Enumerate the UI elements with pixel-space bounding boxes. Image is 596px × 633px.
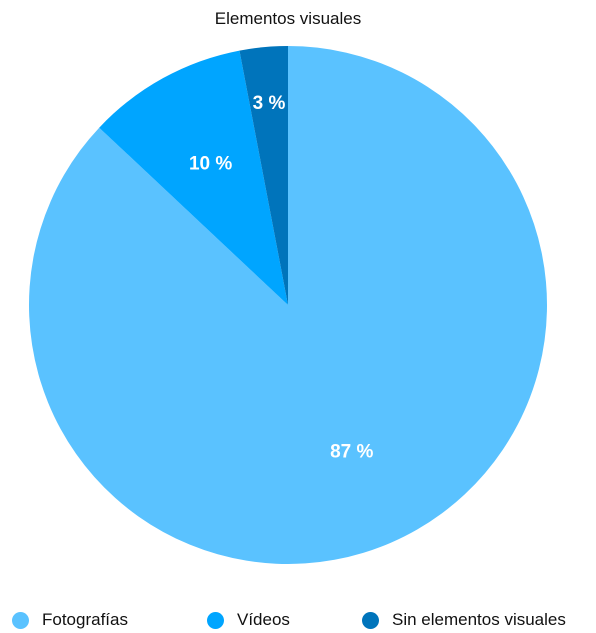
legend-item-fotografias[interactable]: Fotografías (12, 608, 128, 632)
legend-label-fotografias: Fotografías (42, 610, 128, 629)
legend-label-sin-elementos-visuales: Sin elementos visuales (392, 610, 566, 629)
chart-legend: Fotografías Vídeos Sin elementos visuale… (0, 608, 596, 632)
legend-swatch-videos (207, 611, 224, 629)
legend-swatch-fotografias (12, 611, 29, 629)
pie-chart: 87 % 10 % 3 % (28, 46, 547, 564)
legend-swatch-sin-elementos-visuales (362, 611, 379, 629)
pie-slice-labels: 87 % 10 % 3 % (189, 93, 374, 462)
legend-label-videos: Vídeos (237, 610, 290, 629)
pie-slice-sin-elementos-visuales[interactable] (239, 46, 288, 305)
slice-label-fotografias: 87 % (330, 441, 373, 462)
slice-label-sin-elementos-visuales: 3 % (253, 93, 286, 114)
legend-item-videos[interactable]: Vídeos (207, 608, 290, 632)
legend-item-sin-elementos-visuales[interactable]: Sin elementos visuales (362, 608, 566, 632)
pie-slices (28, 46, 547, 564)
pie-slice-videos[interactable] (99, 50, 288, 305)
slice-label-videos: 10 % (189, 153, 232, 174)
pie-slice-fotografias[interactable] (28, 46, 547, 564)
chart-title: Elementos visuales (214, 9, 362, 28)
